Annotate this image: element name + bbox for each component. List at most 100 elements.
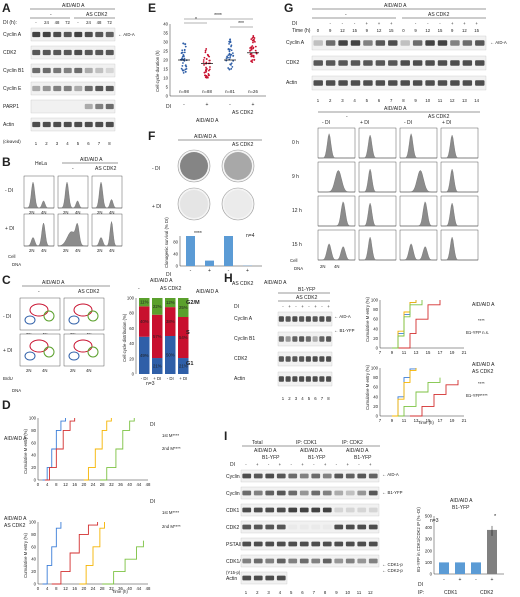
panel-c-tick: 4N (86, 368, 92, 373)
panel-i-ylabel: B1-YFP in CDK1/CDK2 IP (% -DI) (416, 507, 421, 572)
panel-g-facs-hist-hist (359, 134, 396, 159)
panel-e-point (184, 45, 187, 48)
panel-e-point (225, 57, 228, 60)
panel-i-blot-band (357, 558, 367, 564)
panel-e-point (184, 64, 187, 67)
panel-f: F AID/AID A AS CDK2 - DI + DI 0 40 80 Clono… (148, 129, 262, 295)
h-bot-xtick: 15 (426, 418, 431, 423)
panel-h-blot-band (305, 316, 311, 322)
panel-h-blot-band (292, 376, 298, 382)
panel-b-hist-hist (92, 181, 122, 209)
panel-c-bar-seg (152, 298, 163, 315)
panel-g-blot-band (400, 40, 410, 46)
panel-g-facs-pdi2: + DI (442, 120, 451, 126)
panel-i-blot-band (299, 490, 309, 496)
panel-e-cond: - (183, 102, 185, 108)
panel-h-lane: 3 (295, 396, 298, 401)
h-bot-series (392, 368, 417, 417)
panel-e-point (251, 45, 254, 47)
h-top-ytick: 0 (376, 346, 379, 351)
panel-d-letter: D (2, 398, 11, 412)
panel-g-blot-band (325, 80, 336, 86)
panel-a-blot-band (84, 85, 93, 92)
panel-i-blot-band (311, 473, 321, 479)
panel-i-bar-title2: B1-YFP (452, 505, 470, 511)
panel-g-facs-hist-frame (358, 161, 397, 193)
panel-g-facs-hist-hist (400, 243, 437, 261)
panel-c-bar-label: 25% (179, 305, 188, 310)
panel-e-point (207, 74, 210, 77)
panel-g-lane: 1 (317, 98, 320, 103)
d-bot-xtick: 44 (136, 586, 141, 591)
panel-g-blot-label: CDK2 (286, 60, 300, 66)
panel-e-scatter: 0 5 10 15 20 25 30 35 40 Cell cycle duration (h) n… (155, 13, 266, 108)
panel-e-point (250, 55, 253, 58)
panel-h-blot-band (285, 356, 291, 362)
panel-e-point (208, 55, 211, 58)
panel-e-point (253, 58, 256, 61)
panel-h-di-mark: + (327, 304, 330, 309)
panel-a-blot-band (53, 67, 62, 74)
panel-e-point (251, 37, 254, 39)
d-bot-xtick: 36 (118, 586, 123, 591)
panel-d-x-label: Time (h) (112, 589, 128, 594)
panel-g-di-mark: + (366, 21, 369, 26)
panel-c-tick: 2N (70, 368, 76, 373)
panel-e-point (181, 49, 184, 52)
panel-i-blot-band (276, 541, 286, 547)
panel-a-blot-band (84, 67, 93, 74)
panel-g-col1: - (345, 12, 347, 18)
panel-i-blot-band (345, 490, 355, 496)
panel-f-colonies (180, 152, 208, 180)
panel-c-bar-seg (165, 307, 176, 336)
panel-g-blot-band (363, 80, 373, 86)
panel-h-top-sig1: **** (478, 318, 485, 323)
panel-a-blot-band (84, 31, 93, 38)
panel-a-blot-strip (30, 99, 116, 114)
d-top-series (99, 418, 135, 481)
h-bot-ytick: 100 (371, 366, 379, 371)
d-top-series (44, 418, 76, 481)
panel-i-blot-band (265, 473, 275, 479)
panel-h-top-label: AID/AID A (472, 302, 495, 308)
panel-h-blot-band (292, 356, 298, 362)
panel-h-yfpm: ← B1-YFP (334, 328, 355, 333)
panel-a-blot-band (63, 31, 72, 38)
panel-f-group-bottom: AID/AID A (196, 289, 219, 295)
panel-g-time: 15 (352, 28, 357, 33)
panel-i: I Total IP: CDK1 IP: CDK2 AID/AID A AID/… (224, 429, 504, 596)
panel-e-point (229, 38, 231, 41)
panel-a-blot-band (42, 121, 51, 128)
d-top-xtick: 20 (81, 482, 86, 487)
d-top-xtick: 16 (72, 482, 77, 487)
panel-a-letter: A (2, 1, 11, 15)
panel-g-tick: 4N (334, 264, 340, 269)
h-bot-xtick: 9 (391, 418, 394, 423)
panel-i-blot-band (276, 490, 286, 496)
panel-g-blot-label: Actin (286, 80, 297, 86)
panel-h-lane: 1 (282, 396, 285, 401)
panel-g-group: AID/AID A (384, 3, 407, 9)
panel-b-tick: 2N (29, 248, 35, 253)
panel-g-blot-band (388, 80, 398, 86)
panel-h-bot-label2: AS CDK2 (472, 369, 494, 375)
panel-h-blot-band (305, 336, 311, 342)
panel-b-tick: 4N (41, 210, 47, 215)
panel-g-facs-row: 0 h (292, 140, 299, 146)
h-top-xtick: 17 (438, 350, 443, 355)
panel-i-di-mark: + (346, 462, 349, 467)
panel-i-ip1: IP: CDK1 (296, 440, 317, 446)
panel-g-facs-hist-frame (317, 195, 356, 227)
h-bot-ytick: 60 (373, 385, 378, 390)
panel-g-time: 9 (451, 28, 454, 33)
panel-b: B HeLa AID/AID A - AS CDK2 - DI + DI 2N 4… (2, 155, 123, 267)
panel-g-facs-hist-frame (358, 127, 397, 159)
panel-g-lane: 2 (329, 98, 332, 103)
panel-i-blot-band (288, 558, 298, 564)
panel-d-second-top: 2nd M**** (162, 446, 181, 451)
panel-e-cdk2: AS CDK2 (232, 110, 254, 116)
panel-i-blot-band (334, 541, 344, 547)
panel-g-facs-row: 12 h (292, 208, 302, 214)
panel-g-di-mark: - (415, 21, 417, 26)
